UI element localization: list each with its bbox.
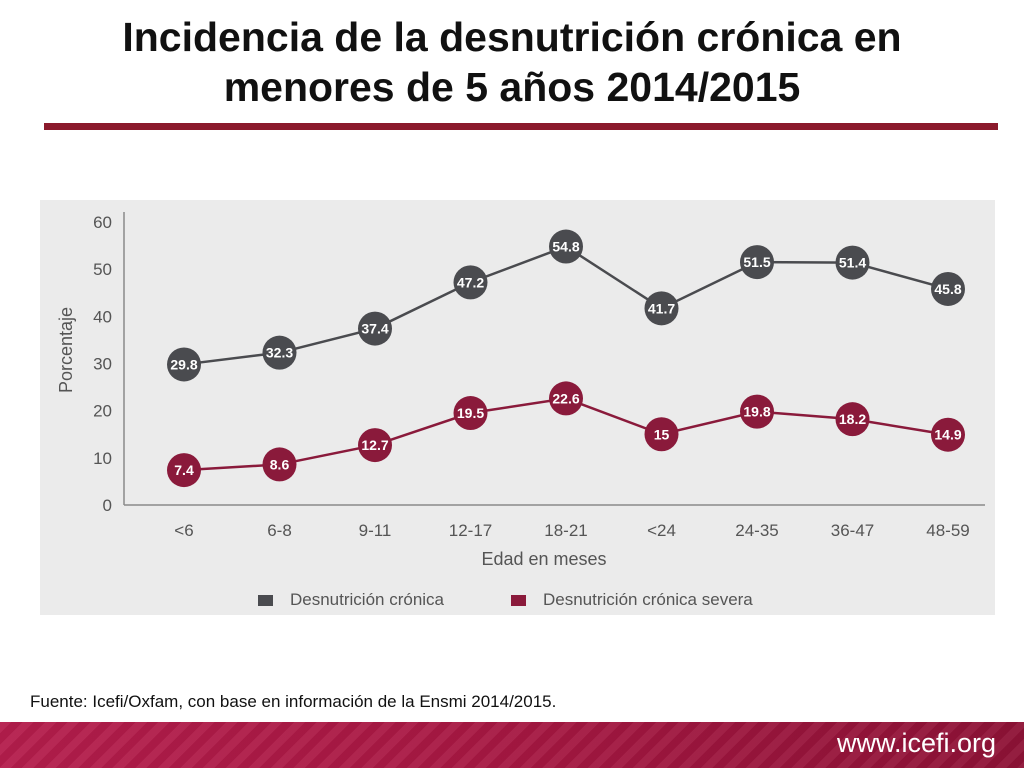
data-label: 8.6 xyxy=(270,456,290,472)
y-tick-label: 60 xyxy=(93,213,112,232)
data-label: 19.8 xyxy=(743,404,770,420)
line-chart: 0 10 20 30 40 50 60 <6 6-8 9-11 12-17 18-21 <24 24-35… xyxy=(56,212,985,609)
x-tick-label: 36-47 xyxy=(831,521,874,540)
y-tick-label: 40 xyxy=(93,307,112,326)
data-label: 15 xyxy=(654,426,670,442)
x-axis-title: Edad en meses xyxy=(481,549,606,569)
data-point xyxy=(644,291,679,326)
data-point xyxy=(644,417,679,452)
data-point xyxy=(167,453,201,488)
y-tick-label: 20 xyxy=(93,402,112,421)
data-label: 14.9 xyxy=(934,427,961,443)
source-note: Fuente: Icefi/Oxfam, con base en informa… xyxy=(30,692,557,711)
x-tick-label: 9-11 xyxy=(359,521,392,540)
title-line-1: Incidencia de la desnutrición crónica en xyxy=(122,14,902,60)
x-tick-label: 18-21 xyxy=(544,521,587,540)
x-tick-label: 24-35 xyxy=(735,521,778,540)
y-axis-title: Porcentaje xyxy=(56,307,76,393)
x-tick-label: <6 xyxy=(174,521,193,540)
data-label: 12.7 xyxy=(361,437,388,453)
title-line-2: menores de 5 años 2014/2015 xyxy=(223,64,801,110)
data-point xyxy=(262,335,297,370)
data-point xyxy=(358,428,392,463)
x-tick-label: 12-17 xyxy=(449,521,492,540)
data-point xyxy=(453,396,488,431)
footer-band: www.icefi.org xyxy=(0,722,1024,768)
data-label: 19.5 xyxy=(457,405,484,421)
legend-label-1: Desnutrición crónica xyxy=(290,590,445,609)
data-point xyxy=(358,311,392,346)
series-line-1 xyxy=(183,245,949,366)
data-label: 22.6 xyxy=(552,390,579,406)
data-label: 51.4 xyxy=(839,255,866,271)
y-tick-label: 10 xyxy=(93,449,112,468)
data-point xyxy=(931,271,965,306)
legend-swatch-2 xyxy=(511,595,526,606)
x-tick-label: 6-8 xyxy=(267,521,292,540)
y-tick-label: 30 xyxy=(93,355,112,374)
data-label: 54.8 xyxy=(552,239,579,255)
data-point xyxy=(740,245,774,280)
data-point xyxy=(167,347,201,382)
data-point xyxy=(549,229,583,264)
data-label: 32.3 xyxy=(266,345,293,361)
data-point xyxy=(835,402,870,437)
x-tick-label: <24 xyxy=(647,521,676,540)
footer-url[interactable]: www.icefi.org xyxy=(836,728,996,758)
data-label: 51.5 xyxy=(743,254,770,270)
data-point xyxy=(549,381,583,416)
data-point xyxy=(835,245,870,280)
data-point xyxy=(262,447,297,482)
legend-label-2: Desnutrición crónica severa xyxy=(543,590,753,609)
data-label: 29.8 xyxy=(170,356,197,372)
y-tick-label: 50 xyxy=(93,260,112,279)
data-point xyxy=(931,417,965,452)
data-label: 45.8 xyxy=(934,281,961,297)
y-tick-label: 0 xyxy=(103,496,112,515)
data-label: 47.2 xyxy=(457,274,484,290)
data-label: 37.4 xyxy=(361,321,388,337)
x-tick-label: 48-59 xyxy=(926,521,969,540)
data-point xyxy=(740,394,774,429)
chart-panel: 0 10 20 30 40 50 60 <6 6-8 9-11 12-17 18-21 <24 24-35… xyxy=(40,200,995,615)
slide-title: Incidencia de la desnutrición crónica en… xyxy=(40,12,984,112)
data-label: 18.2 xyxy=(839,411,866,427)
data-point xyxy=(453,265,488,300)
legend-swatch-1 xyxy=(258,595,273,606)
title-divider xyxy=(44,123,998,130)
data-label: 7.4 xyxy=(174,462,194,478)
data-label: 41.7 xyxy=(648,300,675,316)
